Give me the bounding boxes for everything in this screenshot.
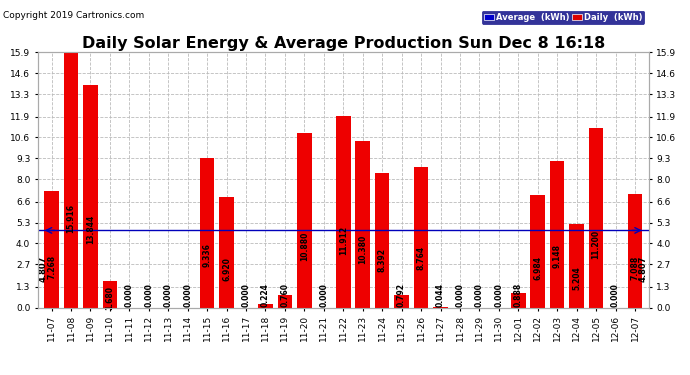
Text: 9.148: 9.148 [553,244,562,268]
Bar [44,191,59,308]
Text: 8.764: 8.764 [417,246,426,270]
Text: 0.224: 0.224 [261,283,270,307]
Bar [83,86,98,308]
Text: 1.680: 1.680 [106,286,115,310]
Text: 5.204: 5.204 [572,266,581,290]
Text: 10.880: 10.880 [300,232,309,261]
Bar [531,195,545,308]
Text: 7.088: 7.088 [631,256,640,280]
Text: 0.760: 0.760 [280,283,289,307]
Text: 0.000: 0.000 [125,283,134,307]
Text: 0.000: 0.000 [611,283,620,307]
Text: 0.000: 0.000 [164,283,172,307]
Text: 6.984: 6.984 [533,256,542,280]
Bar [628,194,642,308]
Text: 6.920: 6.920 [222,257,231,280]
Text: 0.000: 0.000 [241,283,250,307]
Text: 0.000: 0.000 [144,283,153,307]
Bar [277,295,293,307]
Bar [200,158,215,308]
Bar [219,196,234,308]
Bar [103,280,117,308]
Title: Daily Solar Energy & Average Production Sun Dec 8 16:18: Daily Solar Energy & Average Production … [81,36,605,51]
Bar [589,128,603,308]
Bar [414,167,428,308]
Bar [433,307,448,308]
Bar [336,117,351,308]
Bar [375,173,389,308]
Text: 0.000: 0.000 [319,283,328,307]
Text: 0.044: 0.044 [436,283,445,307]
Bar [511,293,526,308]
Text: 11.912: 11.912 [339,226,348,255]
Text: Copyright 2019 Cartronics.com: Copyright 2019 Cartronics.com [3,11,145,20]
Bar [63,52,78,308]
Text: 8.392: 8.392 [377,248,386,272]
Legend: Average  (kWh), Daily  (kWh): Average (kWh), Daily (kWh) [482,11,644,24]
Text: 0.000: 0.000 [455,283,464,307]
Text: 0.000: 0.000 [494,283,503,307]
Bar [569,224,584,308]
Text: 15.916: 15.916 [66,204,75,232]
Text: 0.888: 0.888 [514,282,523,307]
Bar [355,141,370,308]
Text: 0.000: 0.000 [475,283,484,307]
Bar [258,304,273,307]
Bar [297,133,312,308]
Text: 4.807: 4.807 [639,256,648,282]
Text: 7.268: 7.268 [47,255,56,279]
Text: 10.380: 10.380 [358,235,367,264]
Text: 9.336: 9.336 [203,243,212,267]
Bar [394,295,409,307]
Bar [550,161,564,308]
Text: 0.000: 0.000 [184,283,193,307]
Text: 11.200: 11.200 [591,230,600,259]
Text: 13.844: 13.844 [86,215,95,244]
Text: 0.792: 0.792 [397,283,406,307]
Text: 4.807: 4.807 [39,256,48,282]
